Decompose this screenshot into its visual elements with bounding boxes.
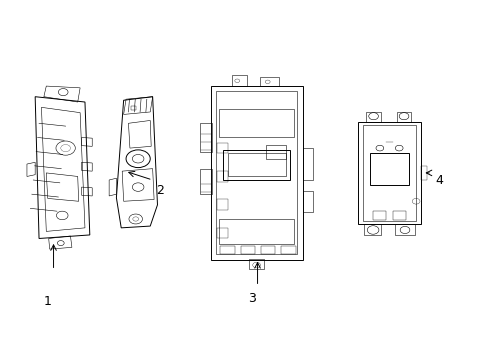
Bar [302, 148, 312, 180]
Bar [219, 109, 293, 138]
Bar [420, 166, 426, 180]
Bar [200, 169, 212, 194]
Text: 4: 4 [435, 174, 443, 186]
Bar [217, 143, 227, 153]
Bar [217, 199, 227, 210]
Bar [219, 219, 293, 244]
Bar [366, 112, 380, 122]
Bar [249, 260, 264, 269]
Bar [223, 150, 290, 180]
Bar [232, 76, 246, 86]
Bar [357, 122, 420, 224]
Bar [217, 228, 227, 238]
Bar [302, 191, 312, 212]
Bar [260, 77, 278, 86]
Bar [281, 246, 295, 255]
Bar [394, 224, 414, 235]
Text: 3: 3 [247, 292, 255, 305]
Bar [227, 153, 285, 176]
Bar [217, 171, 227, 182]
Bar [216, 91, 296, 255]
Bar [261, 246, 275, 255]
Bar [392, 211, 406, 220]
Bar [362, 125, 415, 221]
Bar [131, 105, 136, 110]
Bar [240, 246, 255, 255]
Bar [200, 123, 212, 152]
Bar [369, 153, 408, 185]
Text: 2: 2 [156, 184, 164, 197]
Bar [220, 246, 234, 255]
Bar [372, 211, 386, 220]
Bar [210, 86, 302, 260]
Bar [396, 112, 410, 122]
Text: 1: 1 [44, 295, 52, 308]
Bar [364, 224, 381, 235]
Bar [265, 145, 285, 159]
